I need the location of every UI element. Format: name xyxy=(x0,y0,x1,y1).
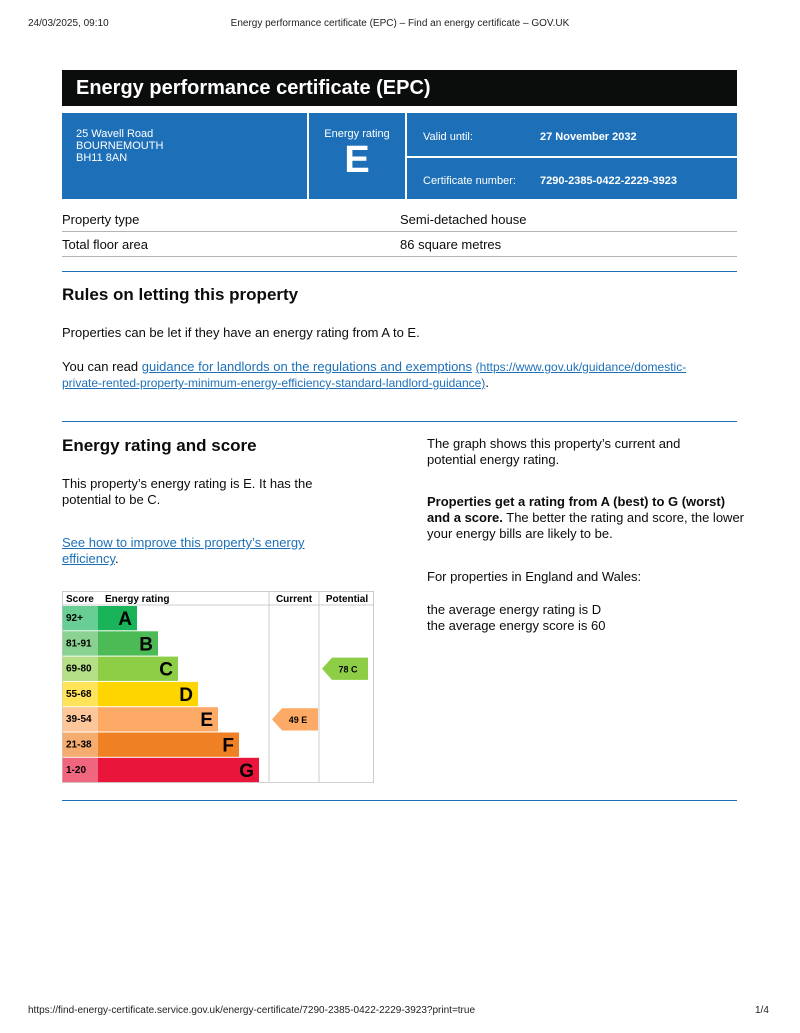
current-label: 49 E xyxy=(289,715,308,725)
score-cell xyxy=(62,656,99,681)
table-key: Property type xyxy=(62,212,140,227)
certificate-box: Certificate number: 7290-2385-0422-2229-… xyxy=(407,158,737,199)
page-number: 1/4 xyxy=(755,1005,769,1016)
rating-letter: D xyxy=(179,685,193,706)
section-heading: Energy rating and score xyxy=(62,436,257,455)
paragraph: You can read guidance for landlords on t… xyxy=(62,359,712,391)
paragraph: This property’s energy rating is E. It h… xyxy=(62,476,313,507)
valid-box: Valid until: 27 November 2032 xyxy=(407,113,737,156)
score-cell xyxy=(62,732,99,757)
print-url: https://find-energy-certificate.service.… xyxy=(28,1005,476,1016)
text: . xyxy=(485,375,489,390)
paragraph: The graph shows this property’s current … xyxy=(427,436,681,467)
link[interactable]: guidance for landlords on the regulation… xyxy=(141,359,473,374)
paragraph: For properties in England and Wales: xyxy=(427,569,642,584)
table-key: Total floor area xyxy=(62,237,148,252)
certificate-label: Certificate number: xyxy=(423,175,516,187)
rating-letter: B xyxy=(139,634,153,655)
rating-letter: A xyxy=(118,609,132,630)
text: You can read xyxy=(62,359,142,374)
rating-letter: E xyxy=(200,710,213,731)
link[interactable]: See how to improve this property’s energ… xyxy=(62,535,305,566)
score-cell xyxy=(62,606,99,631)
page-title: Energy performance certificate (EPC) xyxy=(76,77,431,99)
rating-band xyxy=(98,631,158,656)
print-title: Energy performance certificate (EPC) – F… xyxy=(230,18,570,29)
section-divider xyxy=(62,271,737,272)
potential-arrow xyxy=(322,657,368,680)
bold-text: Properties get a rating from A (best) to… xyxy=(427,494,726,525)
score-range: 69-80 xyxy=(66,664,92,675)
score-cell xyxy=(62,681,99,707)
title-bar: Energy performance certificate (EPC) xyxy=(62,70,737,106)
header: Score xyxy=(66,594,94,605)
current-arrow xyxy=(272,708,318,731)
paragraph: See how to improve this property’s energ… xyxy=(62,535,332,567)
paragraph: Properties get a rating from A (best) to… xyxy=(427,494,747,542)
rating-letter: G xyxy=(239,761,254,782)
score-range: 92+ xyxy=(66,613,83,624)
score-cell xyxy=(62,631,99,656)
section-divider xyxy=(62,800,737,801)
text: The better the rating and score, the low… xyxy=(427,510,744,541)
rating-band xyxy=(98,707,218,732)
score-tint xyxy=(62,757,99,783)
score-tint xyxy=(62,606,99,631)
address-box: 25 Wavell Road BOURNEMOUTH BH11 8AN xyxy=(62,113,307,199)
paragraph: Properties can be let if they have an en… xyxy=(62,325,420,340)
valid-label: Valid until: xyxy=(423,131,473,143)
score-range: 55-68 xyxy=(66,689,92,700)
address: 25 Wavell Road BOURNEMOUTH BH11 8AN xyxy=(76,128,163,164)
header: Potential xyxy=(326,594,368,605)
score-tint xyxy=(62,681,99,707)
score-cell xyxy=(62,707,99,732)
score-range: 1-20 xyxy=(66,765,86,776)
rating-box: Energy rating E xyxy=(309,113,405,199)
rating-band xyxy=(98,732,239,757)
paragraph: the average energy rating is D xyxy=(427,602,602,617)
epc-graph: Score Energy rating Current Potential 92+ A 81… xyxy=(62,591,374,783)
rating-letter: C xyxy=(159,660,173,681)
certificate-number: 7290-2385-0422-2229-3923 xyxy=(540,175,678,187)
header: Energy rating xyxy=(105,594,169,605)
section-divider xyxy=(62,421,737,422)
section-heading: Rules on letting this property xyxy=(62,285,299,304)
table-divider xyxy=(62,231,737,232)
rating-band xyxy=(98,757,259,783)
valid-until: 27 November 2032 xyxy=(540,131,637,143)
rating-band xyxy=(98,606,137,631)
score-cell xyxy=(62,757,99,783)
score-range: 21-38 xyxy=(66,740,92,751)
address-line: BH11 8AN xyxy=(76,152,128,164)
score-tint xyxy=(62,707,99,732)
print-datetime: 24/03/2025, 09:10 xyxy=(28,18,109,29)
score-tint xyxy=(62,631,99,656)
link-url[interactable]: (https://www.gov.uk/guidance/domestic-pr… xyxy=(62,360,687,390)
paragraph: the average energy score is 60 xyxy=(427,618,606,633)
table-divider xyxy=(62,256,737,257)
header: Current xyxy=(276,594,313,605)
rating-band xyxy=(98,681,198,707)
score-tint xyxy=(62,732,99,757)
rating-label: Energy rating xyxy=(324,128,390,140)
address-line: 25 Wavell Road xyxy=(76,128,154,140)
rating-band xyxy=(98,656,178,681)
rating-letter: F xyxy=(222,736,234,757)
score-range: 39-54 xyxy=(66,714,92,725)
potential-label: 78 C xyxy=(338,664,358,674)
score-range: 81-91 xyxy=(66,638,92,649)
table-value: Semi-detached house xyxy=(400,212,527,227)
score-tint xyxy=(62,656,99,681)
table-value: 86 square metres xyxy=(400,237,502,252)
rating: E xyxy=(344,139,370,181)
text: . xyxy=(115,551,119,566)
address-line: BOURNEMOUTH xyxy=(76,140,164,152)
